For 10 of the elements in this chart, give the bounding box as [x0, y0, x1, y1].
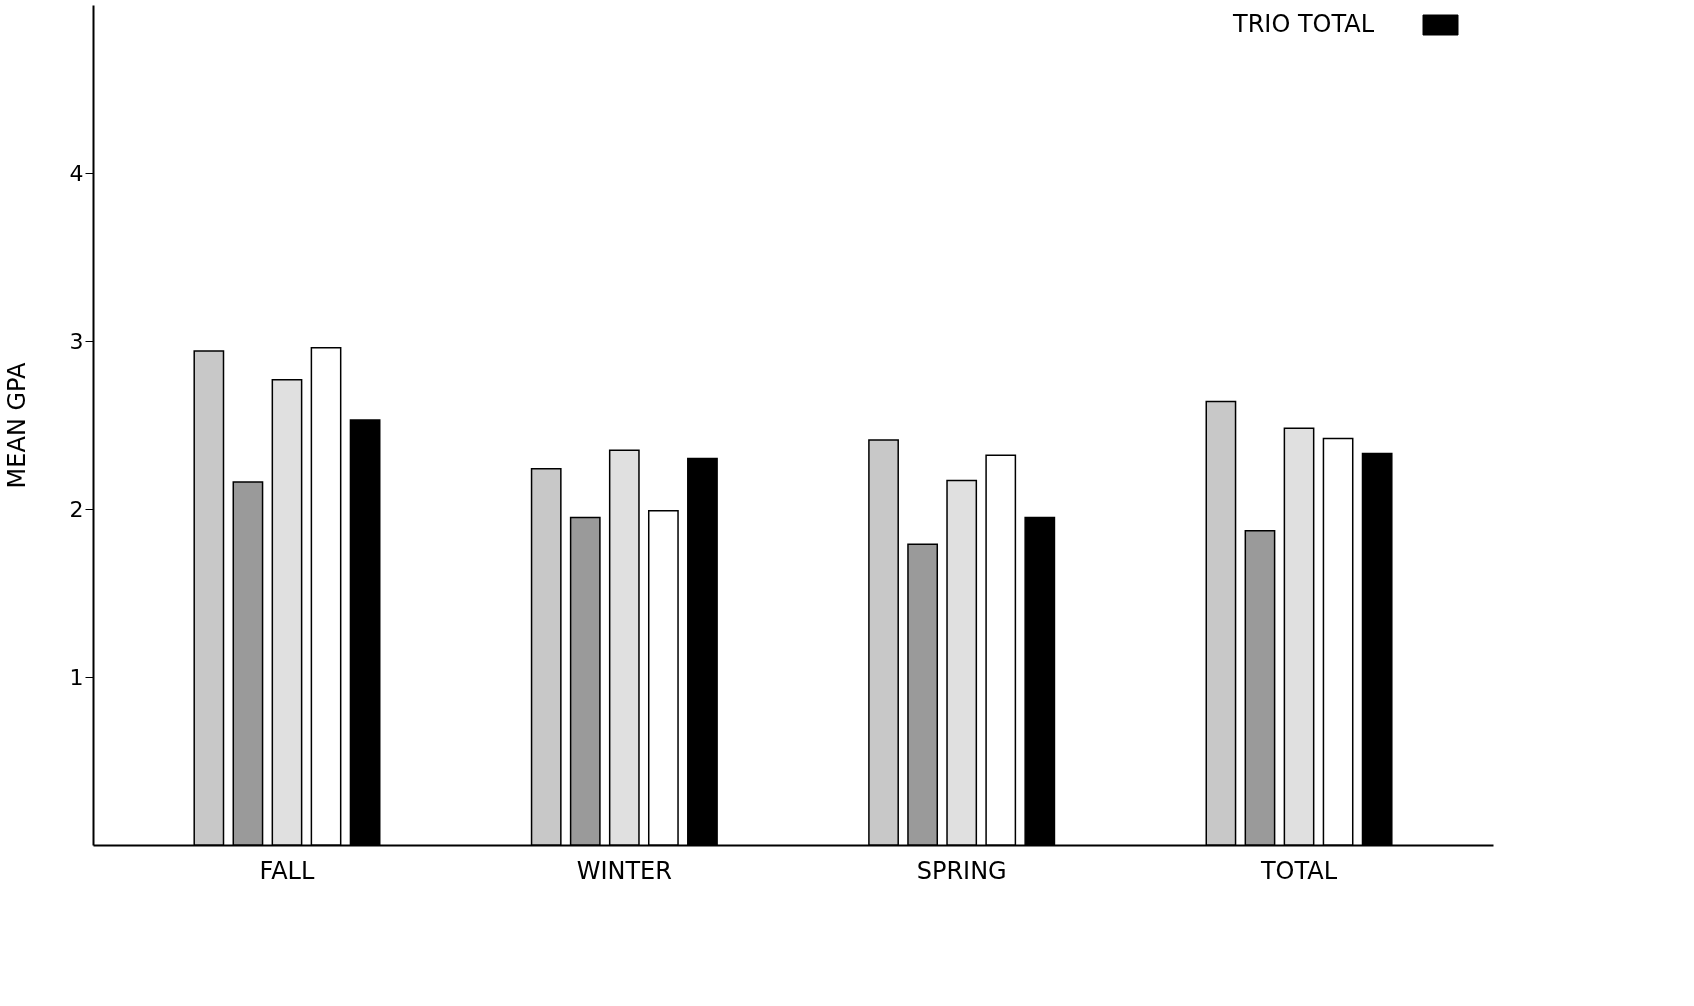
y-axis-title: MEAN GPA	[2, 362, 31, 489]
x-tick-label: WINTER	[576, 856, 672, 885]
x-tick-label: TOTAL	[1259, 856, 1338, 885]
x-tick-label: FALL	[259, 856, 315, 885]
legend-label: TRIO TOTAL	[1232, 10, 1375, 38]
y-tick-label: 1	[69, 664, 84, 690]
y-tick-label: 2	[69, 496, 84, 522]
x-tick-label: SPRING	[916, 856, 1007, 885]
y-tick-label: 4	[69, 160, 84, 186]
y-tick-label: 3	[69, 328, 84, 354]
